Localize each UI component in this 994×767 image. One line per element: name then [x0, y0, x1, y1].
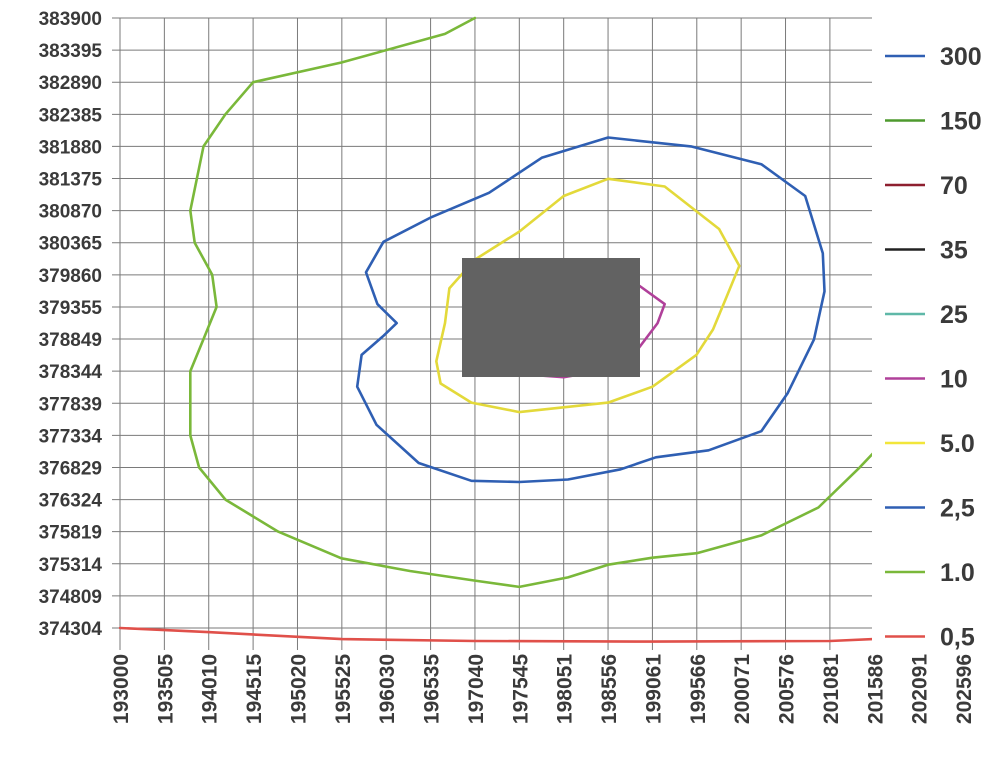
x-tick-label: 201586 [864, 654, 887, 724]
y-tick-label: 383395 [39, 41, 103, 62]
x-tick-label: 195020 [287, 654, 310, 724]
legend-label: 2,5 [940, 495, 975, 523]
x-tick-label: 200576 [776, 654, 799, 724]
x-tick-label: 199566 [687, 654, 710, 724]
x-tick-label: 194010 [199, 654, 222, 724]
y-axis-ticks: 383900 383395 382890 382385 381880 381375 3808… [39, 9, 103, 640]
x-tick-label: 200071 [731, 654, 754, 724]
y-tick-label: 378344 [39, 362, 103, 383]
x-tick-label: 199061 [642, 654, 665, 724]
x-tick-label: 197040 [465, 654, 488, 724]
y-tick-label: 383900 [39, 9, 102, 30]
y-tick-label: 380870 [39, 202, 102, 223]
y-tick-label: 381880 [39, 137, 102, 158]
x-tick-label: 193505 [154, 654, 177, 724]
x-tick-label: 195525 [332, 654, 355, 724]
legend: 300 150 70 35 25 10 5.0 2,5 1.0 0,5 [885, 43, 982, 652]
y-tick-label: 375819 [39, 523, 102, 544]
x-tick-label: 197545 [509, 654, 532, 724]
y-tick-label: 377839 [39, 394, 102, 415]
legend-label: 0,5 [940, 624, 975, 652]
x-axis-ticks: 193000 193505 194010 194515 195020 195525 1960… [110, 654, 976, 724]
y-tick-label: 375314 [39, 555, 103, 576]
legend-label: 25 [940, 301, 968, 329]
legend-label: 150 [940, 108, 982, 136]
y-tick-label: 380365 [39, 234, 103, 255]
legend-label: 1.0 [940, 559, 975, 587]
redaction-box [462, 258, 640, 377]
y-tick-label: 381375 [39, 170, 103, 191]
y-tick-label: 382890 [39, 73, 102, 94]
legend-label: 5.0 [940, 430, 975, 458]
y-tick-label: 378849 [39, 330, 102, 351]
x-tick-label: 202596 [953, 654, 976, 724]
x-tick-label: 198556 [598, 654, 621, 724]
x-tick-label: 198051 [554, 654, 577, 724]
x-tick-label: 201081 [820, 654, 843, 724]
legend-label: 35 [940, 237, 968, 265]
contour-line-2-5 [355, 136, 826, 484]
grid [112, 17, 990, 650]
y-tick-label: 376829 [39, 458, 102, 479]
x-tick-label: 194515 [243, 654, 266, 724]
legend-label: 10 [940, 366, 968, 394]
legend-label: 300 [940, 43, 982, 71]
y-tick-label: 379860 [39, 266, 102, 287]
x-tick-label: 193000 [110, 654, 133, 724]
y-tick-label: 377334 [39, 426, 103, 447]
legend-label: 70 [940, 172, 968, 200]
y-tick-label: 379355 [39, 298, 103, 319]
x-tick-label: 196535 [421, 654, 444, 724]
y-tick-label: 382385 [39, 105, 103, 126]
contour-line-1-0 [189, 16, 967, 589]
x-tick-label: 196030 [376, 654, 399, 724]
y-tick-label: 374304 [39, 619, 103, 640]
x-tick-label: 202091 [909, 654, 932, 724]
y-tick-label: 374809 [39, 587, 102, 608]
y-tick-label: 376324 [39, 491, 103, 512]
